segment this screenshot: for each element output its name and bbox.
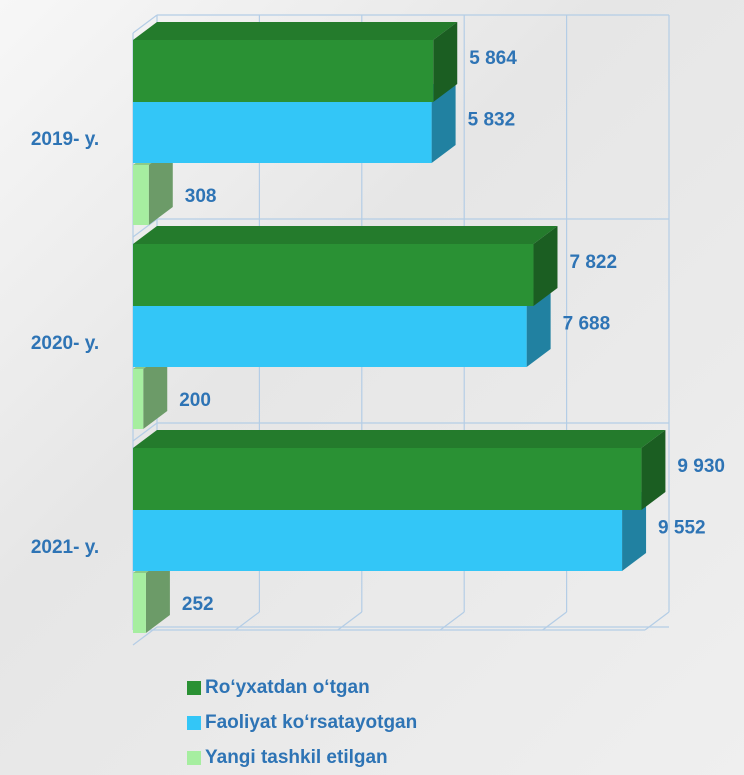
category-label: 2020- y.	[31, 333, 99, 354]
bar-side	[641, 430, 666, 510]
bar-side	[433, 22, 458, 102]
data-label: 5 832	[468, 110, 516, 131]
data-label: 9 930	[677, 456, 725, 477]
data-label: 308	[185, 186, 217, 207]
bar-front	[133, 306, 527, 367]
data-label: 5 864	[469, 48, 517, 69]
legend-label: Faoliyat ko‘rsatayotgan	[205, 712, 417, 733]
wall-line	[132, 14, 158, 34]
bar-front	[133, 369, 144, 429]
legend-swatch	[187, 716, 201, 730]
legend-label: Ro‘yxatdan o‘tgan	[205, 677, 370, 698]
bar	[133, 22, 458, 102]
bar-front	[133, 244, 534, 306]
bar-front	[133, 102, 432, 163]
bar-top	[133, 430, 666, 448]
wall-line	[132, 422, 158, 442]
bar-front	[133, 448, 642, 510]
bar-side	[148, 147, 173, 225]
data-label: 200	[179, 390, 211, 411]
data-label: 9 552	[658, 518, 706, 539]
legend-label: Yangi tashkil etilgan	[205, 747, 388, 768]
bar	[133, 430, 666, 510]
bar-top	[133, 226, 558, 244]
bar-side	[431, 84, 456, 163]
data-label: 7 688	[563, 314, 611, 335]
bar-side	[533, 226, 558, 306]
data-label: 7 822	[569, 252, 617, 273]
bar-side	[622, 492, 647, 571]
bar-front	[133, 573, 146, 633]
data-label: 252	[182, 594, 214, 615]
bar-top	[133, 22, 458, 40]
bar-side	[143, 351, 168, 429]
bar-side	[526, 288, 551, 367]
legend-swatch	[187, 751, 201, 765]
bar-side	[145, 555, 170, 633]
bar-front	[133, 510, 623, 571]
bar-front	[133, 40, 434, 102]
legend-swatch	[187, 681, 201, 695]
wall-line	[132, 218, 158, 238]
category-label: 2019- y.	[31, 129, 99, 150]
bar	[133, 226, 558, 306]
bar-front	[133, 165, 149, 225]
category-label: 2021- y.	[31, 537, 99, 558]
